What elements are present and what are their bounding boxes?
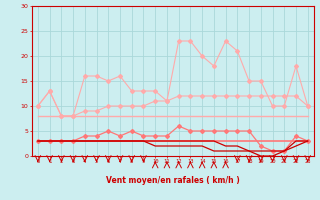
X-axis label: Vent moyen/en rafales ( km/h ): Vent moyen/en rafales ( km/h ) [106, 176, 240, 185]
